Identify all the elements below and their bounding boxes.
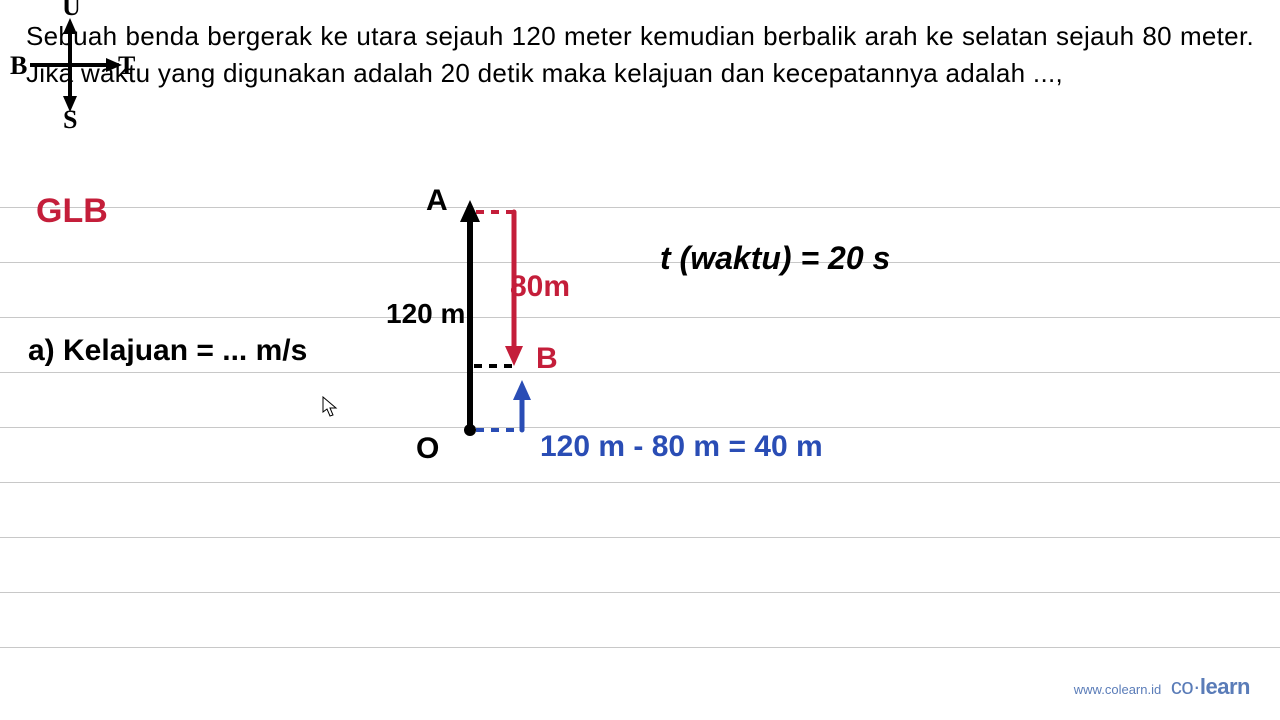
point-o-label: O: [416, 432, 439, 466]
footer-branding: www.colearn.id co·learn: [1074, 674, 1250, 700]
problem-statement: Sebuah benda bergerak ke utara sejauh 12…: [26, 18, 1254, 92]
length-120-label: 120 m: [386, 298, 465, 330]
length-80-label: 80m: [510, 270, 570, 304]
point-a-label: A: [426, 184, 448, 218]
time-label: t (waktu) = 20 s: [660, 240, 890, 277]
question-a: a) Kelajuan = ... m/s: [28, 334, 307, 368]
brand-logo: co·learn: [1171, 674, 1250, 699]
cursor-icon: [322, 396, 340, 418]
displacement-calc: 120 m - 80 m = 40 m: [540, 430, 823, 464]
svg-text:S: S: [63, 105, 77, 130]
glb-label: GLB: [36, 192, 108, 231]
footer-url: www.colearn.id: [1074, 682, 1161, 697]
point-b-label: B: [536, 342, 558, 376]
svg-text:B: B: [10, 51, 27, 80]
